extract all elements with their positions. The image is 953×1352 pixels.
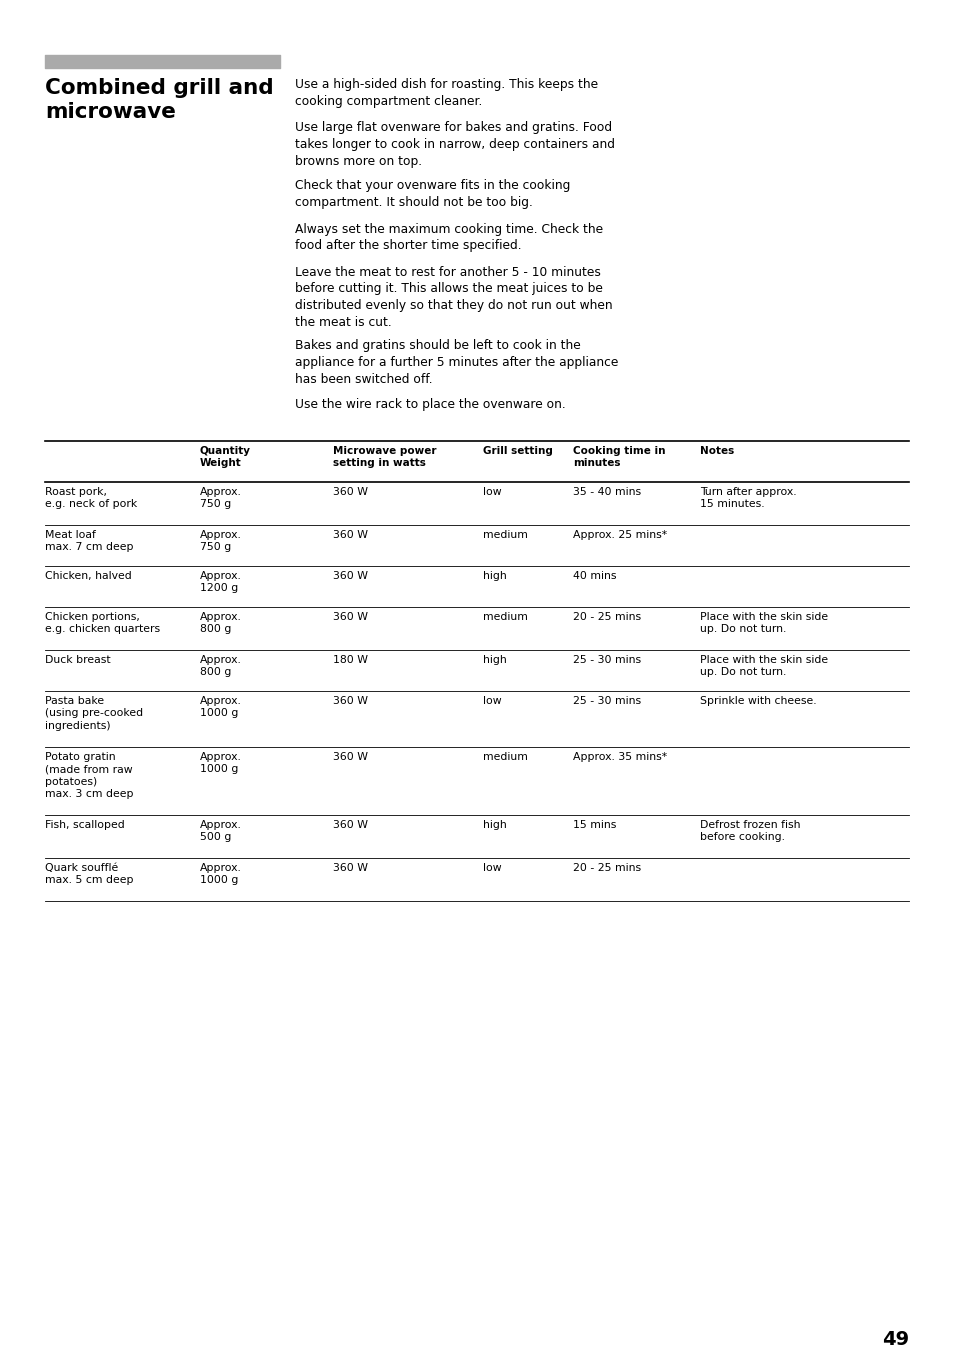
- Text: Approx.
1000 g: Approx. 1000 g: [200, 863, 242, 886]
- Text: Approx.
1000 g: Approx. 1000 g: [200, 696, 242, 718]
- Text: Grill setting: Grill setting: [482, 446, 553, 457]
- Text: Defrost frozen fish
before cooking.: Defrost frozen fish before cooking.: [700, 821, 800, 842]
- Text: Approx. 35 mins*: Approx. 35 mins*: [573, 752, 666, 763]
- Text: Bakes and gratins should be left to cook in the
appliance for a further 5 minute: Bakes and gratins should be left to cook…: [294, 339, 618, 387]
- Text: Sprinkle with cheese.: Sprinkle with cheese.: [700, 696, 816, 706]
- Text: Approx.
1000 g: Approx. 1000 g: [200, 752, 242, 775]
- Text: Chicken, halved: Chicken, halved: [45, 571, 132, 581]
- Text: low: low: [482, 487, 501, 498]
- Text: 360 W: 360 W: [333, 821, 368, 830]
- Text: Quark soufflé
max. 5 cm deep: Quark soufflé max. 5 cm deep: [45, 863, 133, 886]
- Text: Meat loaf
max. 7 cm deep: Meat loaf max. 7 cm deep: [45, 530, 133, 553]
- Text: 180 W: 180 W: [333, 654, 368, 665]
- Text: 360 W: 360 W: [333, 487, 368, 498]
- Text: Use the wire rack to place the ovenware on.: Use the wire rack to place the ovenware …: [294, 397, 565, 411]
- Text: 15 mins: 15 mins: [573, 821, 616, 830]
- Text: medium: medium: [482, 612, 527, 622]
- Text: Microwave power
setting in watts: Microwave power setting in watts: [333, 446, 436, 468]
- Text: Approx.
800 g: Approx. 800 g: [200, 654, 242, 677]
- Text: Leave the meat to rest for another 5 - 10 minutes
before cutting it. This allows: Leave the meat to rest for another 5 - 1…: [294, 265, 612, 329]
- Text: low: low: [482, 696, 501, 706]
- Text: 360 W: 360 W: [333, 612, 368, 622]
- Text: Approx.
750 g: Approx. 750 g: [200, 487, 242, 510]
- Text: 360 W: 360 W: [333, 530, 368, 539]
- Text: 40 mins: 40 mins: [573, 571, 616, 581]
- Text: Chicken portions,
e.g. chicken quarters: Chicken portions, e.g. chicken quarters: [45, 612, 160, 634]
- Text: Always set the maximum cooking time. Check the
food after the shorter time speci: Always set the maximum cooking time. Che…: [294, 223, 602, 253]
- Text: Check that your ovenware fits in the cooking
compartment. It should not be too b: Check that your ovenware fits in the coo…: [294, 180, 570, 210]
- Text: 25 - 30 mins: 25 - 30 mins: [573, 654, 640, 665]
- Text: Combined grill and
microwave: Combined grill and microwave: [45, 78, 274, 122]
- Text: Turn after approx.
15 minutes.: Turn after approx. 15 minutes.: [700, 487, 796, 510]
- Text: Approx.
750 g: Approx. 750 g: [200, 530, 242, 553]
- Text: Use large flat ovenware for bakes and gratins. Food
takes longer to cook in narr: Use large flat ovenware for bakes and gr…: [294, 120, 615, 168]
- Text: Fish, scalloped: Fish, scalloped: [45, 821, 125, 830]
- Text: Cooking time in
minutes: Cooking time in minutes: [573, 446, 665, 468]
- Text: high: high: [482, 654, 506, 665]
- Text: low: low: [482, 863, 501, 873]
- Text: Approx.
1200 g: Approx. 1200 g: [200, 571, 242, 594]
- Text: Approx.
500 g: Approx. 500 g: [200, 821, 242, 842]
- Text: Pasta bake
(using pre-cooked
ingredients): Pasta bake (using pre-cooked ingredients…: [45, 696, 143, 731]
- Text: high: high: [482, 571, 506, 581]
- Text: Place with the skin side
up. Do not turn.: Place with the skin side up. Do not turn…: [700, 654, 827, 677]
- Text: high: high: [482, 821, 506, 830]
- Text: Approx.
800 g: Approx. 800 g: [200, 612, 242, 634]
- Text: Potato gratin
(made from raw
potatoes)
max. 3 cm deep: Potato gratin (made from raw potatoes) m…: [45, 752, 133, 799]
- Text: medium: medium: [482, 752, 527, 763]
- Text: Roast pork,
e.g. neck of pork: Roast pork, e.g. neck of pork: [45, 487, 137, 510]
- Text: 25 - 30 mins: 25 - 30 mins: [573, 696, 640, 706]
- Text: 20 - 25 mins: 20 - 25 mins: [573, 863, 640, 873]
- Text: 360 W: 360 W: [333, 863, 368, 873]
- Text: Use a high-sided dish for roasting. This keeps the
cooking compartment cleaner.: Use a high-sided dish for roasting. This…: [294, 78, 598, 108]
- Text: 360 W: 360 W: [333, 752, 368, 763]
- Text: 35 - 40 mins: 35 - 40 mins: [573, 487, 640, 498]
- Text: Approx. 25 mins*: Approx. 25 mins*: [573, 530, 666, 539]
- Text: 360 W: 360 W: [333, 696, 368, 706]
- Text: medium: medium: [482, 530, 527, 539]
- Text: Duck breast: Duck breast: [45, 654, 111, 665]
- Text: 20 - 25 mins: 20 - 25 mins: [573, 612, 640, 622]
- Text: Quantity
Weight: Quantity Weight: [200, 446, 251, 468]
- Text: Place with the skin side
up. Do not turn.: Place with the skin side up. Do not turn…: [700, 612, 827, 634]
- Text: 49: 49: [881, 1330, 908, 1349]
- Text: Notes: Notes: [700, 446, 734, 457]
- Text: 360 W: 360 W: [333, 571, 368, 581]
